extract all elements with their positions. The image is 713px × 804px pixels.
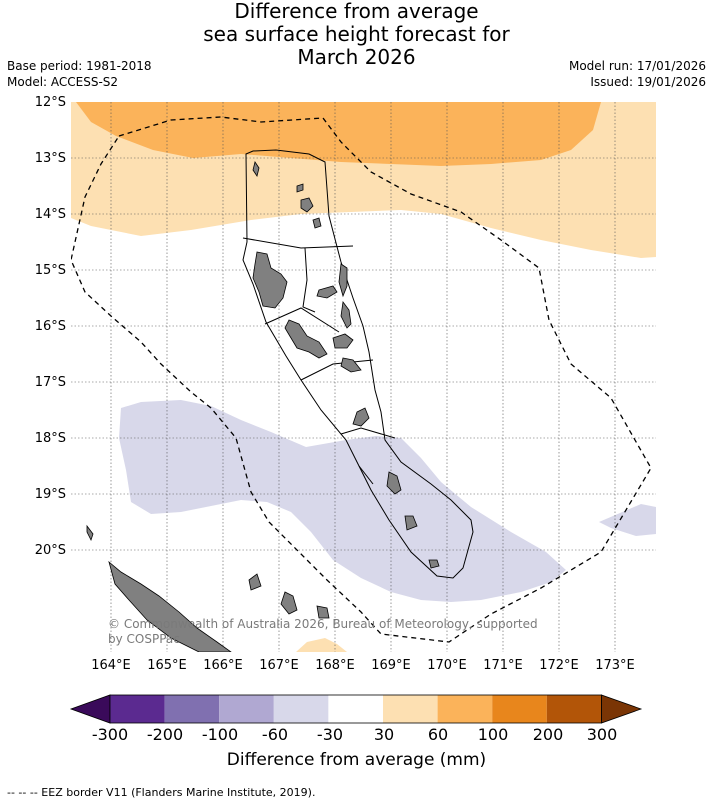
island-aneityum [428, 559, 440, 569]
island-belep [86, 524, 94, 542]
colorbar-segment [219, 695, 274, 723]
title-line-2: sea surface height forecast for [203, 22, 510, 46]
island-loyalty-2 [280, 591, 298, 615]
lat-label: 14°S [34, 207, 66, 222]
copyright-note: © Commonwealth of Australia 2026, Bureau… [108, 617, 538, 647]
lon-label: 173°E [595, 658, 635, 673]
colorbar-tick-label: 300 [586, 725, 618, 744]
lat-label: 17°S [34, 375, 66, 390]
colorbar-frame [109, 694, 602, 724]
model-name: Model: ACCESS-S2 [7, 75, 119, 89]
island-epi [340, 357, 362, 373]
colorbar-tick-label: -200 [146, 725, 184, 744]
eez-border [71, 116, 652, 643]
colorbar-tick-label: 200 [532, 725, 564, 744]
model-info: Base period: 1981-2018 Model: ACCESS-S2 [7, 58, 152, 90]
colorbar-tick-label: -30 [316, 725, 344, 744]
colorbar-tick-label: 100 [477, 725, 509, 744]
lon-label: 170°E [427, 658, 467, 673]
lat-label: 16°S [34, 319, 66, 334]
island-pentecost [340, 300, 352, 329]
colorbar-extend-low [69, 694, 111, 724]
colorbar-segment [164, 695, 220, 723]
lat-label: 13°S [34, 151, 66, 166]
map-title: Difference from average sea surface heig… [0, 0, 713, 69]
lon-label: 171°E [483, 658, 523, 673]
island-ambrym [332, 333, 354, 349]
island-erromango [386, 471, 402, 495]
colorbar-tick-label: -60 [261, 725, 289, 744]
island-espiritu-santo [252, 251, 288, 309]
island-loyalty-1 [248, 573, 262, 591]
lon-label: 169°E [371, 658, 411, 673]
colorbar-segment [492, 695, 547, 723]
colorbar-tick-label: 30 [373, 725, 395, 744]
title-line-3: March 2026 [297, 45, 416, 69]
colorbar-title: Difference from average (mm) [226, 750, 487, 770]
colorbar-tick-label: 60 [427, 725, 449, 744]
lon-label: 165°E [147, 658, 187, 673]
lat-label: 12°S [34, 95, 66, 110]
lon-label: 167°E [259, 658, 299, 673]
colorbar-segment [383, 695, 438, 723]
islands-vanuatu [252, 161, 440, 569]
island-malekula [284, 319, 328, 359]
colorbar-extend-high [601, 694, 643, 724]
map-panel [71, 102, 656, 652]
lon-label: 168°E [315, 658, 355, 673]
lat-label: 19°S [34, 487, 66, 502]
base-period: Base period: 1981-2018 [7, 59, 152, 73]
island-loyalty-3 [316, 605, 330, 619]
colorbar-segment [328, 695, 383, 723]
eez-legend-note: -- -- -- EEZ border V11 (Flanders Marine… [7, 786, 316, 799]
lon-label: 164°E [91, 658, 131, 673]
lat-label: 20°S [34, 543, 66, 558]
copyright-line-2: by COSPPac [108, 632, 180, 646]
anomaly-neg30-patch [599, 504, 656, 536]
copyright-line-1: © Commonwealth of Australia 2026, Bureau… [108, 617, 538, 631]
island-ambae [316, 285, 338, 299]
island-efate [352, 407, 370, 427]
anomaly-30-60-patch [296, 638, 347, 652]
island-torres [252, 161, 260, 177]
run-info: Model run: 17/01/2026 Issued: 19/01/2026 [569, 58, 706, 90]
lon-label: 172°E [539, 658, 579, 673]
colorbar-segment [110, 695, 165, 723]
lon-label: 166°E [203, 658, 243, 673]
island-tanna [404, 515, 418, 531]
island-maewo [338, 263, 348, 298]
colorbar-segment [437, 695, 493, 723]
island-gaua [312, 217, 322, 229]
issued-date: Issued: 19/01/2026 [590, 75, 706, 89]
colorbar-tick-label: -100 [201, 725, 239, 744]
province-boundaries [242, 149, 474, 579]
model-run: Model run: 17/01/2026 [568, 59, 706, 73]
islands-new-caledonia [86, 524, 330, 652]
lat-label: 15°S [34, 263, 66, 278]
island-vanua-lava [300, 197, 314, 213]
colorbar-tick-label: -300 [91, 725, 129, 744]
lat-label: 18°S [34, 431, 66, 446]
island-grande-terre [108, 560, 232, 652]
graticule [71, 102, 656, 652]
colorbar-segments [69, 694, 643, 724]
colorbar [69, 694, 643, 724]
colorbar-segment [273, 695, 329, 723]
colorbar-segment [546, 695, 602, 723]
map-canvas [71, 102, 656, 652]
anomaly-neg30-region [119, 400, 566, 602]
island-ureparapara [296, 183, 304, 193]
title-line-1: Difference from average [234, 0, 479, 23]
